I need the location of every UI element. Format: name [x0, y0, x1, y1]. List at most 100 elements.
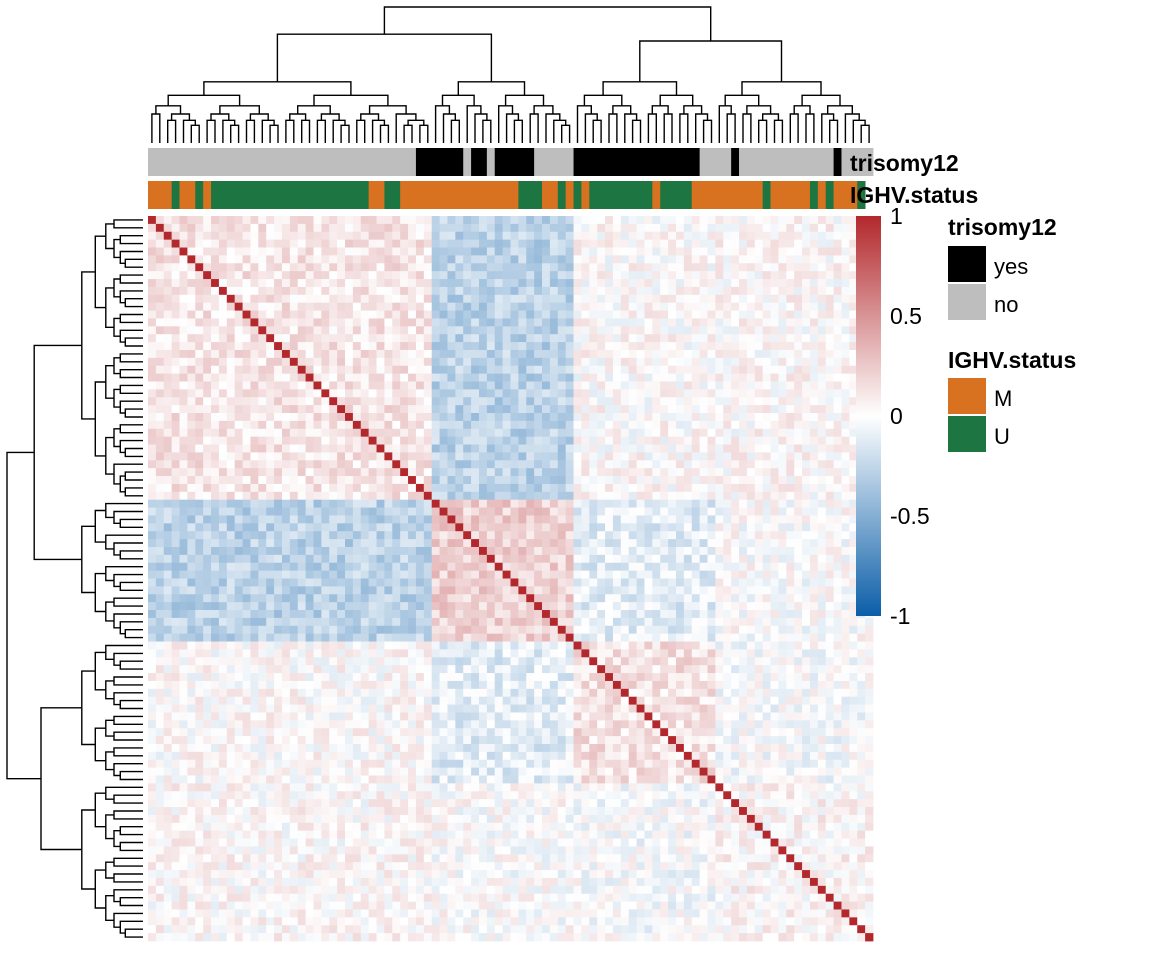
- heatmap-cell: [218, 357, 228, 367]
- heatmap-cell: [794, 546, 803, 556]
- heatmap-cell: [337, 602, 346, 611]
- heatmap-cell: [660, 294, 669, 304]
- heatmap-cell: [195, 247, 204, 256]
- heatmap-cell: [612, 546, 622, 556]
- heatmap-cell: [352, 436, 362, 445]
- heatmap-cell: [274, 523, 283, 532]
- heatmap-cell: [321, 286, 330, 296]
- heatmap-cell: [597, 460, 606, 469]
- heatmap-cell: [337, 413, 346, 422]
- dendrogram-branch: [746, 105, 772, 114]
- heatmap-cell: [471, 247, 480, 256]
- heatmap-cell: [274, 499, 283, 508]
- dendrogram-branch: [608, 113, 618, 143]
- dendrogram-branch: [249, 113, 269, 121]
- ighv-status-annotation-segment: [660, 181, 693, 209]
- heatmap-cell: [321, 302, 330, 311]
- heatmap-cell: [691, 420, 701, 430]
- heatmap-cell: [746, 523, 756, 532]
- heatmap-cell: [463, 452, 472, 461]
- heatmap-cell: [739, 216, 748, 225]
- heatmap-cell: [849, 223, 858, 233]
- heatmap-cell: [557, 468, 567, 477]
- heatmap-cell: [179, 539, 188, 548]
- heatmap-cell: [699, 444, 708, 453]
- heatmap-cell: [171, 452, 180, 461]
- heatmap-cell: [597, 223, 606, 233]
- heatmap-cell: [431, 468, 440, 477]
- heatmap-cell: [581, 231, 590, 241]
- heatmap-cell: [542, 271, 551, 280]
- heatmap-cell: [849, 610, 858, 619]
- heatmap-cell: [786, 491, 795, 501]
- heatmap-cell: [171, 562, 180, 572]
- heatmap-cell: [510, 452, 519, 461]
- heatmap-cell: [565, 491, 574, 501]
- heatmap-cell: [612, 413, 622, 422]
- heatmap-cell: [817, 539, 827, 548]
- heatmap-cell: [171, 223, 180, 233]
- heatmap-cell: [802, 515, 811, 524]
- heatmap-cell: [762, 420, 771, 430]
- heatmap-cell: [549, 255, 559, 264]
- heatmap-cell: [754, 223, 764, 233]
- heatmap-cell: [203, 373, 212, 382]
- heatmap-cell: [510, 428, 519, 438]
- heatmap-cell: [195, 223, 204, 233]
- heatmap-cell: [258, 373, 267, 382]
- heatmap-cell: [258, 570, 267, 579]
- heatmap-cell: [439, 507, 448, 516]
- heatmap-cell: [841, 263, 850, 272]
- heatmap-cell: [337, 381, 346, 390]
- heatmap-cell: [762, 223, 771, 233]
- heatmap-cell: [802, 239, 811, 248]
- heatmap-cell: [478, 523, 488, 532]
- heatmap-cell: [148, 468, 157, 477]
- heatmap-cell: [518, 594, 527, 603]
- heatmap-cell: [179, 279, 188, 288]
- heatmap-cell: [849, 420, 858, 430]
- heatmap-cell: [691, 594, 701, 603]
- heatmap-cell: [148, 381, 157, 390]
- heatmap-cell: [321, 310, 330, 319]
- heatmap-cell: [723, 318, 732, 327]
- heatmap-cell: [258, 389, 267, 398]
- heatmap-cell: [549, 610, 559, 619]
- heatmap-cell: [581, 554, 590, 564]
- heatmap-cell: [321, 531, 330, 540]
- heatmap-cell: [675, 515, 685, 524]
- heatmap-cell: [762, 476, 771, 485]
- heatmap-cell: [597, 334, 606, 343]
- heatmap-cell: [352, 523, 362, 532]
- heatmap-cell: [289, 515, 299, 524]
- heatmap-cell: [573, 476, 582, 485]
- heatmap-cell: [754, 310, 764, 319]
- heatmap-cell: [589, 523, 598, 532]
- heatmap-cell: [597, 294, 606, 304]
- heatmap-cell: [628, 349, 637, 359]
- heatmap-cell: [542, 365, 551, 375]
- heatmap-cell: [274, 491, 283, 501]
- heatmap-cell: [849, 216, 858, 225]
- heatmap-cell: [762, 491, 771, 501]
- heatmap-cell: [313, 318, 322, 327]
- heatmap-cell: [274, 602, 283, 611]
- heatmap-cell: [423, 444, 433, 453]
- heatmap-cell: [833, 570, 842, 579]
- heatmap-cell: [573, 318, 582, 327]
- heatmap-cell: [195, 570, 204, 579]
- dendrogram-branch: [119, 660, 143, 670]
- heatmap-cell: [825, 413, 834, 422]
- heatmap-cell: [683, 452, 693, 461]
- heatmap-cell: [494, 397, 504, 406]
- heatmap-cell: [809, 515, 819, 524]
- heatmap-cell: [802, 507, 811, 516]
- heatmap-cell: [226, 223, 236, 233]
- dendrogram-branch: [602, 81, 678, 96]
- heatmap-cell: [163, 523, 173, 532]
- heatmap-cell: [297, 507, 307, 516]
- heatmap-cell: [463, 216, 472, 225]
- heatmap-cell: [155, 586, 165, 595]
- heatmap-cell: [337, 594, 346, 603]
- heatmap-cell: [573, 247, 582, 256]
